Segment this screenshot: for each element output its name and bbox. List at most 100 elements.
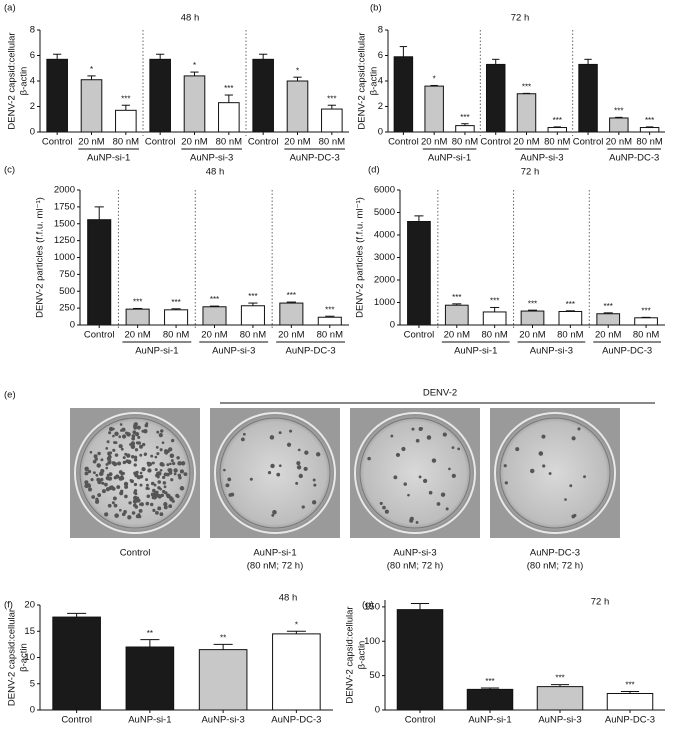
significance-label: *** bbox=[645, 116, 654, 125]
plaque bbox=[127, 459, 132, 465]
x-tick-label: 80 nM bbox=[319, 137, 345, 148]
plaque bbox=[136, 475, 141, 480]
y-tick-label: 50 bbox=[369, 670, 380, 681]
plaque bbox=[116, 485, 121, 490]
y-tick-label: 5 bbox=[30, 678, 35, 689]
plaque bbox=[428, 490, 433, 495]
plaque bbox=[97, 493, 102, 497]
plaque bbox=[105, 446, 109, 450]
dish-rim bbox=[219, 417, 331, 529]
significance-label: *** bbox=[566, 300, 575, 309]
plaque bbox=[174, 469, 178, 472]
significance-label: *** bbox=[287, 291, 296, 300]
significance-label: * bbox=[193, 61, 196, 70]
plaque bbox=[100, 477, 104, 482]
plaque bbox=[120, 447, 124, 451]
plaque bbox=[97, 451, 101, 456]
y-tick-label: 250 bbox=[59, 303, 75, 314]
dish bbox=[494, 412, 616, 534]
y-tick-label: 0 bbox=[378, 127, 383, 138]
bar bbox=[444, 304, 469, 326]
plaque bbox=[121, 434, 127, 439]
plaque bbox=[270, 463, 275, 469]
plaque bbox=[106, 456, 112, 461]
bar bbox=[520, 310, 545, 326]
plaque bbox=[157, 480, 162, 484]
plaque bbox=[167, 468, 173, 473]
plaque bbox=[160, 429, 164, 433]
bar bbox=[558, 311, 583, 326]
plaque bbox=[227, 477, 232, 482]
plaque bbox=[172, 461, 176, 466]
x-tick-label: 20 nM bbox=[124, 330, 150, 341]
plaque bbox=[120, 472, 124, 476]
panel-label: (c) bbox=[4, 165, 15, 176]
plaque bbox=[114, 513, 119, 518]
y-tick-label: 100 bbox=[364, 636, 380, 647]
plaque bbox=[409, 518, 414, 523]
chart-title: 48 h bbox=[181, 13, 200, 24]
plaque bbox=[286, 442, 292, 447]
x-tick-label: 80 nM bbox=[633, 330, 659, 341]
plaque bbox=[411, 427, 415, 431]
plaque bbox=[154, 468, 158, 472]
significance-label: *** bbox=[133, 298, 142, 307]
plaque bbox=[136, 425, 141, 430]
y-axis-label: DENV-2 capsid:cellular bbox=[357, 32, 368, 129]
plaque bbox=[223, 468, 226, 472]
plaque bbox=[84, 471, 89, 476]
plaque bbox=[155, 446, 159, 449]
plaque bbox=[96, 463, 101, 468]
plaque bbox=[240, 437, 245, 442]
plaque bbox=[164, 449, 168, 453]
y-tick-label: 0 bbox=[30, 127, 35, 138]
plaque bbox=[113, 503, 118, 508]
plaque bbox=[132, 430, 137, 435]
bar bbox=[609, 117, 629, 133]
plaque bbox=[426, 435, 432, 440]
plaque bbox=[177, 461, 182, 466]
significance-label: *** bbox=[553, 116, 562, 125]
bar bbox=[149, 58, 171, 133]
plaque bbox=[101, 489, 106, 494]
plaque bbox=[269, 435, 275, 440]
y-tick-label: 6 bbox=[378, 50, 383, 61]
x-tick-label: 20 nM bbox=[78, 137, 104, 148]
plaque bbox=[403, 482, 407, 486]
plaque bbox=[95, 473, 99, 477]
x-tick-label: Control bbox=[145, 137, 176, 148]
plaque bbox=[503, 464, 507, 468]
plaque bbox=[150, 481, 155, 486]
bar bbox=[87, 219, 112, 326]
plaque bbox=[395, 452, 401, 458]
plaque bbox=[564, 498, 567, 501]
plaque bbox=[278, 431, 282, 435]
plaque bbox=[431, 458, 437, 463]
x-tick-label: Control bbox=[42, 137, 73, 148]
plaque bbox=[145, 501, 150, 506]
plaque bbox=[529, 468, 535, 474]
bar bbox=[321, 108, 343, 133]
group-label: AuNP-si-1 bbox=[454, 346, 497, 357]
plaque bbox=[89, 450, 93, 454]
plaque bbox=[137, 499, 141, 503]
x-tick-label: 80 nM bbox=[240, 330, 266, 341]
y-tick-label: 1750 bbox=[54, 201, 75, 212]
plaque bbox=[150, 492, 155, 497]
y-tick-label: 1250 bbox=[54, 235, 75, 246]
y-tick-label: 500 bbox=[59, 286, 75, 297]
plaque bbox=[112, 434, 115, 438]
plaque bbox=[84, 466, 89, 472]
plaque bbox=[134, 448, 139, 452]
plaque bbox=[122, 456, 126, 460]
plaque bbox=[135, 514, 140, 519]
plaque bbox=[163, 485, 167, 489]
plaque bbox=[571, 514, 576, 519]
plaque bbox=[129, 479, 133, 482]
plaque bbox=[111, 501, 115, 505]
plaque bbox=[108, 459, 112, 463]
bar bbox=[252, 58, 274, 133]
plaque bbox=[162, 481, 167, 485]
panel-label: (f) bbox=[4, 600, 13, 611]
plaque bbox=[105, 487, 110, 492]
